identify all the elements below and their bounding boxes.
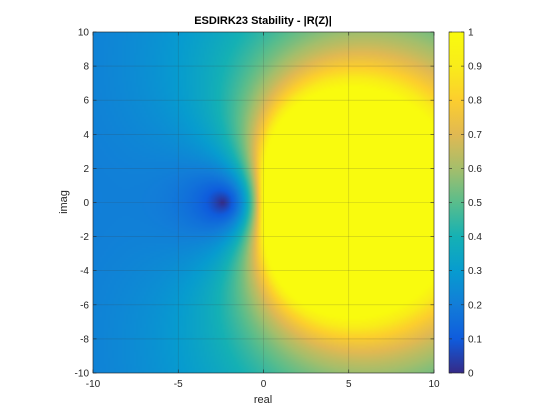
y-tick-label: -2: [80, 232, 89, 243]
y-tick-label: 0: [83, 198, 89, 209]
x-axis-ticks: -10 -5 0 5 10: [86, 32, 440, 390]
chart-title: ESDIRK23 Stability - |R(Z)|: [194, 15, 332, 27]
y-tick-label: 10: [78, 28, 90, 39]
colorbar-tick-label: 0: [468, 369, 474, 380]
colorbar-tick-label: 0.5: [468, 198, 482, 209]
x-tick-label: 5: [346, 379, 352, 390]
colorbar-gradient: [449, 32, 464, 373]
x-tick-label: 0: [261, 379, 267, 390]
y-tick-label: -10: [75, 369, 90, 380]
colorbar-tick-label: 1: [468, 28, 474, 39]
y-tick-label: -6: [80, 300, 89, 311]
y-axis-ticks: -10 -8 -6 -4 -2 0 2 4 6 8 10: [75, 28, 434, 380]
colorbar-tick-label: 0.8: [468, 96, 482, 107]
y-tick-label: 4: [83, 130, 89, 141]
x-tick-label: -5: [174, 379, 183, 390]
x-axis-label: real: [254, 394, 272, 406]
heatmap-plot-area: [93, 32, 434, 373]
colorbar-tick-label: 0.4: [468, 232, 482, 243]
colorbar-tick-label: 0.1: [468, 334, 482, 345]
colorbar-tick-label: 0.6: [468, 164, 482, 175]
x-tick-label: -10: [86, 379, 101, 390]
colorbar-ticks: 0 0.1 0.2 0.3 0.4 0.5 0.6 0.7 0.8 0.9 1: [449, 28, 482, 380]
colorbar-tick-label: 0.2: [468, 300, 482, 311]
y-tick-label: 8: [83, 62, 89, 73]
colorbar-tick-label: 0.7: [468, 130, 482, 141]
y-tick-label: -8: [80, 334, 89, 345]
y-tick-label: -4: [80, 266, 89, 277]
heatmap-image: [93, 32, 434, 373]
x-tick-label: 10: [428, 379, 440, 390]
colorbar: 0 0.1 0.2 0.3 0.4 0.5 0.6 0.7 0.8 0.9 1: [448, 28, 482, 380]
colorbar-tick-label: 0.9: [468, 62, 482, 73]
colorbar-tick-label: 0.3: [468, 266, 482, 277]
y-tick-label: 6: [83, 96, 89, 107]
y-tick-label: 2: [83, 164, 89, 175]
y-axis-label: imag: [58, 190, 70, 214]
